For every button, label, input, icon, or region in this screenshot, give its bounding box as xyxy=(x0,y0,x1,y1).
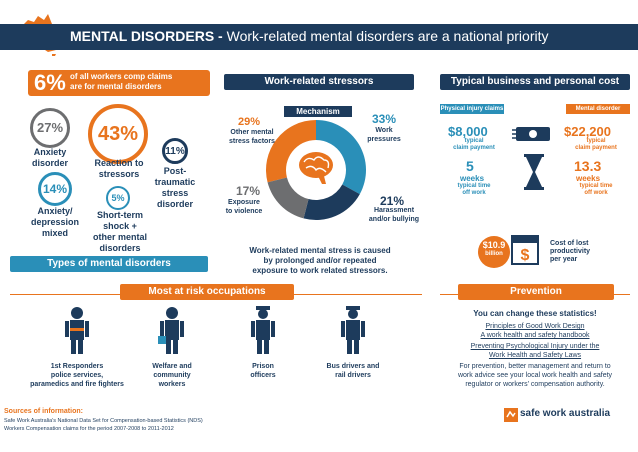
mental-payment: $22,200 xyxy=(564,124,611,139)
safe-work-australia-logo-icon xyxy=(504,408,518,422)
stat-text-2: are for mental disorders xyxy=(70,82,162,91)
reaction-label: Reaction to stressors xyxy=(94,158,144,179)
occupations-heading: Most at risk occupations xyxy=(120,284,294,300)
mental-weeks: 13.3 xyxy=(574,158,602,174)
prevention-body: For prevention, better management and re… xyxy=(457,363,613,388)
stat-text-1: of all workers comp claims xyxy=(70,72,173,81)
productivity-circle xyxy=(478,236,510,268)
productivity-unit: billion xyxy=(485,251,503,257)
productivity-text: Cost of lost productivity per year xyxy=(550,240,591,263)
first-responder-label: 1st Responders police services, paramedics… xyxy=(30,363,124,388)
types-heading: Types of mental disorders xyxy=(10,256,208,272)
link-good-work-design[interactable]: Principles of Good Work Design A work hea… xyxy=(480,323,590,339)
costs-heading: Typical business and personal cost xyxy=(440,74,630,90)
stressor-label-work: Work pressures xyxy=(367,127,401,143)
prison-officer-label: Prison officers xyxy=(250,363,276,379)
stressor-pct-harassment: 21% xyxy=(380,194,405,208)
link-psychological-injury[interactable]: Preventing Psychological Injury under th… xyxy=(470,343,600,359)
hourglass-icon xyxy=(524,154,544,190)
reaction-circle: 43% xyxy=(88,104,148,164)
mental-weeks-unit: weeks xyxy=(576,174,601,183)
mental-weeks-sub: typical time off work xyxy=(579,183,613,196)
stressors-caption: Work-related mental stress is caused by p… xyxy=(249,246,391,275)
prevention-tagline: You can change these statistics! xyxy=(473,309,597,318)
sources-heading: Sources of information: xyxy=(4,408,83,415)
stat-value: 6% xyxy=(34,70,66,95)
anxiety-label: Anxiety disorder xyxy=(31,147,68,168)
stressor-donut xyxy=(266,120,366,220)
stat-bar xyxy=(28,70,210,96)
brain-icon xyxy=(299,152,333,184)
stressor-pct-other: 29% xyxy=(238,116,261,128)
bus-driver-icon xyxy=(341,306,365,354)
donut-segment xyxy=(303,184,360,220)
productivity-value: $10.9 xyxy=(482,240,506,250)
stressors-heading: Work-related stressors xyxy=(224,74,414,90)
mechanism-label: Mechanism xyxy=(284,106,352,117)
ptsd-label: Post-traumatic stress disorder xyxy=(154,166,196,209)
first-responder-icon xyxy=(65,307,89,354)
stressor-pct-work: 33% xyxy=(372,112,397,126)
stressor-label-other: Other mental stress factors xyxy=(229,129,275,145)
donut-segment xyxy=(266,120,316,183)
physical-payment: $8,000 xyxy=(448,124,488,139)
prison-officer-icon xyxy=(251,306,275,354)
header-bar: MENTAL DISORDERS - Work-related mental d… xyxy=(0,24,638,50)
stressor-pct-violence: 17% xyxy=(236,184,261,198)
logo-text: safe work australia xyxy=(520,408,611,419)
sources-line-1: Safe Work Australia's National Data Set … xyxy=(4,418,203,424)
donut-segment xyxy=(267,177,309,219)
prevention-heading: Prevention xyxy=(458,284,614,300)
shock-label: Short-term shock + other mental disorders xyxy=(92,210,147,253)
depression-circle: 14% xyxy=(38,172,72,206)
stressor-label-violence: Exposure to violence xyxy=(225,199,263,215)
calendar-dollar-icon: $ xyxy=(511,235,539,265)
money-icon xyxy=(512,127,550,141)
physical-weeks-sub: typical time off work xyxy=(457,183,491,196)
mental-payment-sub: typical claim payment xyxy=(575,138,617,151)
ptsd-circle: 11% xyxy=(162,138,188,164)
physical-payment-sub: typical claim payment xyxy=(453,138,495,151)
anxiety-circle: 27% xyxy=(30,108,70,148)
welfare-worker-label: Welfare and community workers xyxy=(152,363,192,388)
donut-segment xyxy=(316,120,366,195)
svg-text:$: $ xyxy=(521,247,530,264)
physical-label: Physical injury claims xyxy=(440,104,504,114)
bus-driver-label: Bus drivers and rail drivers xyxy=(326,363,380,379)
mental-label: Mental disorder claims xyxy=(566,104,630,122)
page-title: MENTAL DISORDERS - Work-related mental d… xyxy=(70,28,549,44)
welfare-worker-icon xyxy=(158,307,184,354)
physical-weeks-unit: weeks xyxy=(460,174,485,183)
depression-label: Anxiety/depression mixed xyxy=(30,206,79,238)
sources-line-2: Workers Compensation claims for the peri… xyxy=(4,426,174,432)
stressor-label-harassment: Harassment and/or bullying xyxy=(368,207,420,223)
physical-weeks: 5 xyxy=(466,158,474,174)
shock-circle: 5% xyxy=(106,186,130,210)
